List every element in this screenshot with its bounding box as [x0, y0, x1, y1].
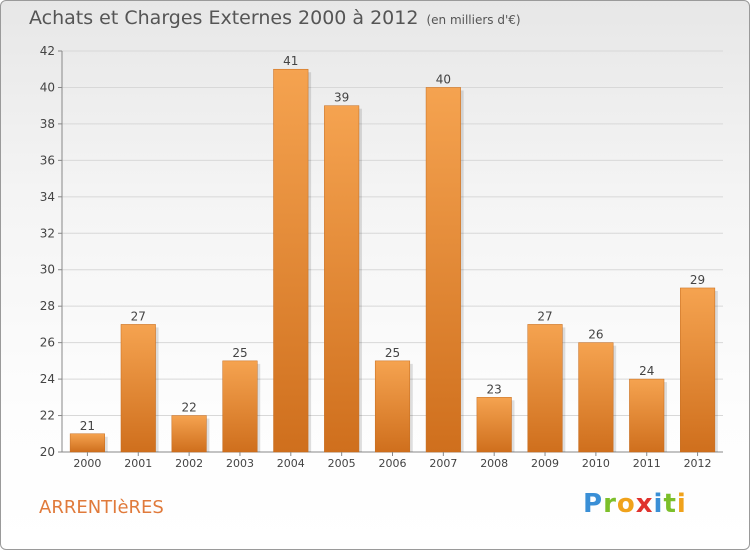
bar [680, 287, 716, 453]
y-tick-label: 22 [40, 409, 55, 423]
proxiti-logo: Proxiti [583, 489, 687, 519]
y-tick-label: 28 [40, 299, 55, 313]
y-tick-label: 42 [40, 44, 55, 58]
bar [171, 415, 207, 453]
x-tick-label: 2005 [328, 457, 356, 470]
y-tick-label: 24 [40, 372, 55, 386]
bar [425, 87, 461, 453]
y-tick-label: 30 [40, 263, 55, 277]
y-tick-label: 20 [40, 445, 55, 459]
bar [578, 342, 614, 453]
bar [476, 397, 512, 453]
x-tick-label: 2012 [684, 457, 712, 470]
x-tick-label: 2011 [633, 457, 661, 470]
x-tick-label: 2010 [582, 457, 610, 470]
data-label: 22 [181, 401, 196, 415]
bar [374, 360, 411, 453]
data-label: 27 [131, 309, 146, 323]
logo-letter: x [635, 489, 654, 519]
logo-letter: i [676, 489, 687, 519]
data-label: 26 [588, 328, 603, 342]
x-tick-label: 2007 [429, 457, 457, 470]
data-label: 24 [639, 364, 654, 378]
bar [273, 68, 309, 453]
x-tick-label: 2008 [480, 457, 508, 470]
chart-title-text: Achats et Charges Externes 2000 à 2012 [29, 7, 419, 29]
logo-letter: i [653, 489, 664, 519]
x-tick-label: 2002 [175, 457, 203, 470]
logo-letter: t [663, 489, 677, 519]
unit-label: (en milliers d'€) [426, 13, 521, 27]
bar [629, 378, 665, 453]
y-tick-label: 34 [40, 190, 55, 204]
logo-letter: P [583, 489, 604, 519]
data-label: 21 [80, 419, 95, 433]
y-tick-label: 32 [40, 226, 55, 240]
data-label: 25 [385, 346, 400, 360]
y-tick-label: 38 [40, 117, 55, 131]
bar [222, 360, 258, 453]
data-label: 41 [283, 54, 298, 68]
commune-name: ARRENTIèRES [39, 497, 164, 518]
y-tick-label: 40 [40, 80, 55, 94]
x-tick-label: 2003 [226, 457, 254, 470]
bar [324, 105, 360, 453]
bar [527, 324, 563, 453]
x-tick-label: 2000 [73, 457, 101, 470]
data-label: 29 [690, 273, 705, 287]
data-label: 27 [537, 309, 552, 323]
y-tick-label: 26 [40, 336, 55, 350]
x-tick-label: 2001 [124, 457, 152, 470]
x-tick-label: 2009 [531, 457, 559, 470]
data-label: 25 [232, 346, 247, 360]
bar [69, 433, 105, 453]
y-tick-label: 36 [40, 153, 55, 167]
x-tick-label: 2006 [379, 457, 407, 470]
x-tick-label: 2004 [277, 457, 305, 470]
chart-title: Achats et Charges Externes 2000 à 2012 (e… [29, 7, 521, 29]
logo-letter: r [603, 489, 617, 519]
logo-letter: o [616, 489, 636, 519]
data-label: 39 [334, 91, 349, 105]
bar [120, 324, 156, 453]
data-label: 40 [436, 72, 451, 86]
data-label: 23 [487, 382, 502, 396]
